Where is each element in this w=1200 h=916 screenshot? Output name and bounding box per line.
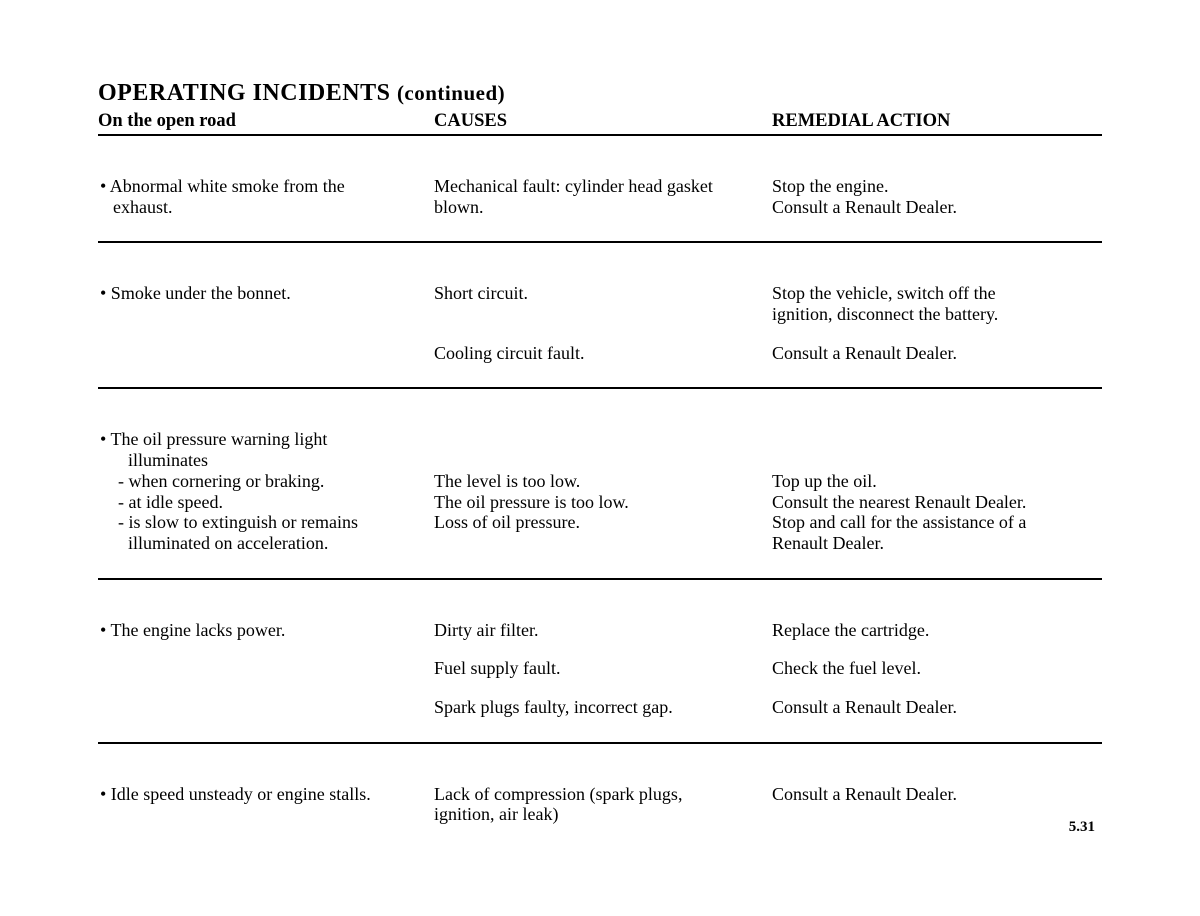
title-continued: (continued)	[397, 81, 505, 105]
section-lacks-power: • The engine lacks power. Dirty air filt…	[98, 578, 1102, 742]
cause-line: Loss of oil pressure.	[434, 512, 752, 533]
page-title: OPERATING INCIDENTS (continued)	[98, 80, 1102, 107]
action-cell: Stop the engine. Consult a Renault Deale…	[772, 176, 1094, 217]
symptom-cell: • Idle speed unsteady or engine stalls.	[98, 784, 434, 825]
symptom-line: illuminates	[98, 450, 414, 471]
symptom-line: exhaust.	[98, 197, 414, 218]
action-line: Stop the engine.	[772, 176, 1094, 197]
action-cell: Consult a Renault Dealer.	[772, 784, 1094, 825]
symptom-sub: - when cornering or braking.	[98, 471, 414, 492]
symptom-sub: - at idle speed.	[98, 492, 414, 513]
cause-line: The level is too low.	[434, 471, 752, 492]
action-line: Top up the oil.	[772, 471, 1094, 492]
header-col2: CAUSES	[434, 111, 772, 132]
action-line: ignition, disconnect the battery.	[772, 304, 1094, 325]
symptom-sub: illuminated on acceleration.	[98, 533, 414, 554]
title-main: OPERATING INCIDENTS	[98, 80, 390, 106]
symptom-cell: • Abnormal white smoke from the exhaust.	[98, 176, 434, 217]
section-white-smoke: • Abnormal white smoke from the exhaust.…	[98, 134, 1102, 241]
page-number: 5.31	[1069, 819, 1095, 836]
action-line: Stop and call for the assistance of a	[772, 512, 1094, 533]
action-cell: Top up the oil. Consult the nearest Rena…	[772, 429, 1094, 553]
action-cell: Check the fuel level.	[772, 658, 1094, 679]
symptom-line: • Abnormal white smoke from the	[98, 176, 414, 197]
section-idle-stalls: • Idle speed unsteady or engine stalls. …	[98, 742, 1102, 849]
cause-cell: The level is too low. The oil pressure i…	[434, 429, 772, 553]
column-headers: On the open road CAUSES REMEDIAL ACTION	[98, 111, 1102, 132]
symptom-cell: • Smoke under the bonnet.	[98, 283, 434, 324]
symptom-line: • The oil pressure warning light	[98, 429, 414, 450]
header-col1: On the open road	[98, 111, 434, 132]
action-cell: Replace the cartridge.	[772, 620, 1094, 641]
cause-line: blown.	[434, 197, 752, 218]
action-cell: Consult a Renault Dealer.	[772, 697, 1094, 718]
action-cell: Consult a Renault Dealer.	[772, 343, 1094, 364]
cause-cell: Short circuit.	[434, 283, 772, 324]
cause-cell: Dirty air filter.	[434, 620, 772, 641]
cause-line: Lack of compression (spark plugs,	[434, 784, 752, 805]
cause-line: The oil pressure is too low.	[434, 492, 752, 513]
header-col3: REMEDIAL ACTION	[772, 111, 1094, 132]
action-line: Consult the nearest Renault Dealer.	[772, 492, 1094, 513]
symptom-cell: • The oil pressure warning light illumin…	[98, 429, 434, 553]
cause-cell: Cooling circuit fault.	[434, 343, 772, 364]
action-cell: Stop the vehicle, switch off the ignitio…	[772, 283, 1094, 324]
action-line: Consult a Renault Dealer.	[772, 197, 1094, 218]
symptom-cell: • The engine lacks power.	[98, 620, 434, 641]
cause-cell: Lack of compression (spark plugs, igniti…	[434, 784, 772, 825]
action-line: Renault Dealer.	[772, 533, 1094, 554]
cause-cell: Fuel supply fault.	[434, 658, 772, 679]
cause-cell: Spark plugs faulty, incorrect gap.	[434, 697, 772, 718]
section-smoke-bonnet: • Smoke under the bonnet. Short circuit.…	[98, 241, 1102, 387]
cause-line: Mechanical fault: cylinder head gasket	[434, 176, 752, 197]
cause-line: ignition, air leak)	[434, 804, 752, 825]
symptom-sub: - is slow to extinguish or remains	[98, 512, 414, 533]
action-line: Stop the vehicle, switch off the	[772, 283, 1094, 304]
cause-cell: Mechanical fault: cylinder head gasket b…	[434, 176, 772, 217]
section-oil-pressure: • The oil pressure warning light illumin…	[98, 387, 1102, 577]
